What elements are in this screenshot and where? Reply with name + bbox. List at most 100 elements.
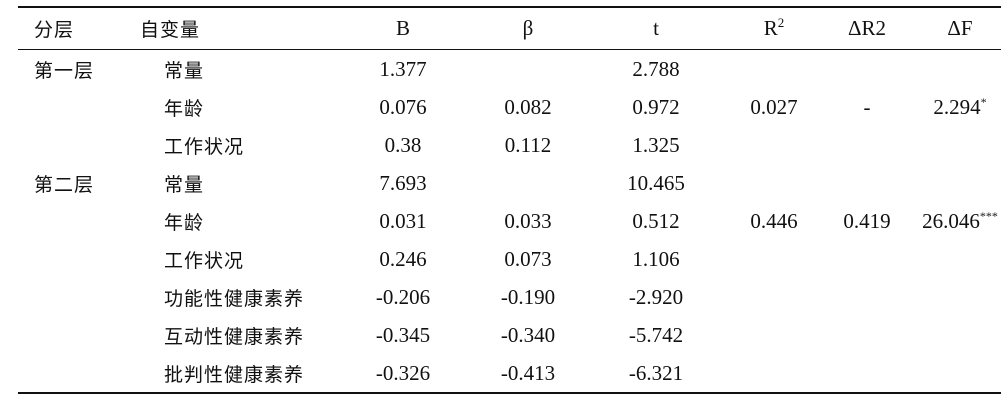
cell-t: 2.788 <box>632 56 680 81</box>
cell-B: 0.076 <box>379 94 427 119</box>
cell-delta-r2 <box>824 240 910 278</box>
table-row: 第二层 常量 7.693 10.465 <box>18 164 1001 202</box>
cell-beta: 0.112 <box>504 132 552 157</box>
cell-t: -5.742 <box>628 322 684 347</box>
cell-B: 1.377 <box>379 56 427 81</box>
regression-table: 分层 自变量 B β t R2 ΔR2 ΔF 第一层 常量 1.377 2.78… <box>18 6 1001 394</box>
cell-delta-f-value: 2.294 <box>933 94 981 119</box>
cell-layer <box>18 240 130 278</box>
header-r2-base: R <box>763 16 778 40</box>
cell-delta-f-value: 26.046 <box>922 208 980 233</box>
cell-variable: 年龄 <box>164 97 205 120</box>
header-r2-sup: 2 <box>777 15 785 30</box>
cell-delta-r2: - <box>863 94 871 119</box>
cell-beta: 0.033 <box>504 208 552 233</box>
cell-delta-r2 <box>824 164 910 202</box>
cell-delta-f-sig: *** <box>979 208 998 223</box>
cell-delta-r2 <box>824 316 910 354</box>
cell-delta-r2 <box>824 50 910 89</box>
cell-B: 0.031 <box>379 208 427 233</box>
header-r2: R2 <box>724 6 824 50</box>
cell-B: 0.246 <box>379 246 427 271</box>
cell-layer <box>18 316 130 354</box>
table-row: 互动性健康素养 -0.345 -0.340 -5.742 <box>18 316 1001 354</box>
cell-delta-f <box>910 316 1001 354</box>
cell-layer <box>18 278 130 316</box>
cell-t: 10.465 <box>627 170 685 195</box>
cell-beta <box>468 50 588 89</box>
cell-B: 0.38 <box>384 132 422 157</box>
cell-B: -0.206 <box>375 284 431 309</box>
cell-r2 <box>724 316 824 354</box>
cell-layer: 第一层 <box>34 59 95 82</box>
cell-variable: 工作状况 <box>164 249 245 272</box>
table-row: 工作状况 0.38 0.112 1.325 <box>18 126 1001 164</box>
cell-t: -2.920 <box>628 284 684 309</box>
cell-t: 1.325 <box>632 132 680 157</box>
cell-beta: -0.413 <box>468 354 588 394</box>
header-t: t <box>588 6 724 50</box>
regression-table-container: 分层 自变量 B β t R2 ΔR2 ΔF 第一层 常量 1.377 2.78… <box>18 6 1001 394</box>
cell-delta-f: 26.046*** <box>910 202 1001 240</box>
cell-t: 1.106 <box>632 246 680 271</box>
table-row: 工作状况 0.246 0.073 1.106 <box>18 240 1001 278</box>
header-variable: 自变量 <box>130 6 338 50</box>
table-body: 第一层 常量 1.377 2.788 年龄 0.076 0.082 0.972 … <box>18 50 1001 394</box>
cell-r2 <box>724 278 824 316</box>
cell-layer <box>18 202 130 240</box>
cell-variable: 年龄 <box>164 211 205 234</box>
cell-layer <box>18 126 130 164</box>
cell-layer <box>18 88 130 126</box>
header-delta-f: ΔF <box>910 6 1001 50</box>
cell-delta-f: 2.294* <box>910 88 1001 126</box>
cell-layer: 第二层 <box>34 173 95 196</box>
cell-t: 0.972 <box>632 94 680 119</box>
table-header: 分层 自变量 B β t R2 ΔR2 ΔF <box>18 6 1001 50</box>
table-row: 功能性健康素养 -0.206 -0.190 -2.920 <box>18 278 1001 316</box>
cell-B: -0.326 <box>338 354 468 394</box>
table-row: 批判性健康素养 -0.326 -0.413 -6.321 <box>18 354 1001 394</box>
cell-r2: 0.446 <box>750 208 798 233</box>
header-delta-r2: ΔR2 <box>824 6 910 50</box>
cell-delta-f <box>910 354 1001 394</box>
cell-variable: 常量 <box>164 173 205 196</box>
cell-delta-r2: 0.419 <box>843 208 891 233</box>
cell-delta-r2 <box>824 126 910 164</box>
header-layer: 分层 <box>18 6 130 50</box>
cell-r2 <box>724 126 824 164</box>
cell-B: 7.693 <box>379 170 427 195</box>
header-row: 分层 自变量 B β t R2 ΔR2 ΔF <box>18 6 1001 50</box>
cell-beta: -0.190 <box>500 284 556 309</box>
cell-layer <box>18 354 130 394</box>
cell-delta-f <box>910 240 1001 278</box>
cell-r2 <box>724 240 824 278</box>
cell-r2 <box>724 354 824 394</box>
cell-r2 <box>724 50 824 89</box>
table-row: 第一层 常量 1.377 2.788 <box>18 50 1001 89</box>
cell-delta-f <box>910 50 1001 89</box>
table-row: 年龄 0.076 0.082 0.972 0.027 - 2.294* <box>18 88 1001 126</box>
cell-r2: 0.027 <box>750 94 798 119</box>
cell-variable: 工作状况 <box>164 135 245 158</box>
cell-delta-r2 <box>824 354 910 394</box>
cell-variable: 功能性健康素养 <box>164 287 305 310</box>
header-beta: β <box>468 6 588 50</box>
cell-B: -0.345 <box>375 322 431 347</box>
cell-beta: 0.082 <box>504 94 552 119</box>
cell-delta-f-sig: * <box>980 94 987 109</box>
cell-variable: 常量 <box>164 59 205 82</box>
cell-beta: 0.073 <box>504 246 552 271</box>
cell-delta-f <box>910 164 1001 202</box>
cell-delta-f <box>910 126 1001 164</box>
cell-beta <box>468 164 588 202</box>
cell-variable: 批判性健康素养 <box>130 354 338 394</box>
cell-delta-f <box>910 278 1001 316</box>
cell-r2 <box>724 164 824 202</box>
table-row: 年龄 0.031 0.033 0.512 0.446 0.419 26.046*… <box>18 202 1001 240</box>
cell-beta: -0.340 <box>500 322 556 347</box>
cell-delta-r2 <box>824 278 910 316</box>
cell-variable: 互动性健康素养 <box>164 325 305 348</box>
cell-t: 0.512 <box>632 208 680 233</box>
header-B: B <box>338 6 468 50</box>
cell-t: -6.321 <box>588 354 724 394</box>
